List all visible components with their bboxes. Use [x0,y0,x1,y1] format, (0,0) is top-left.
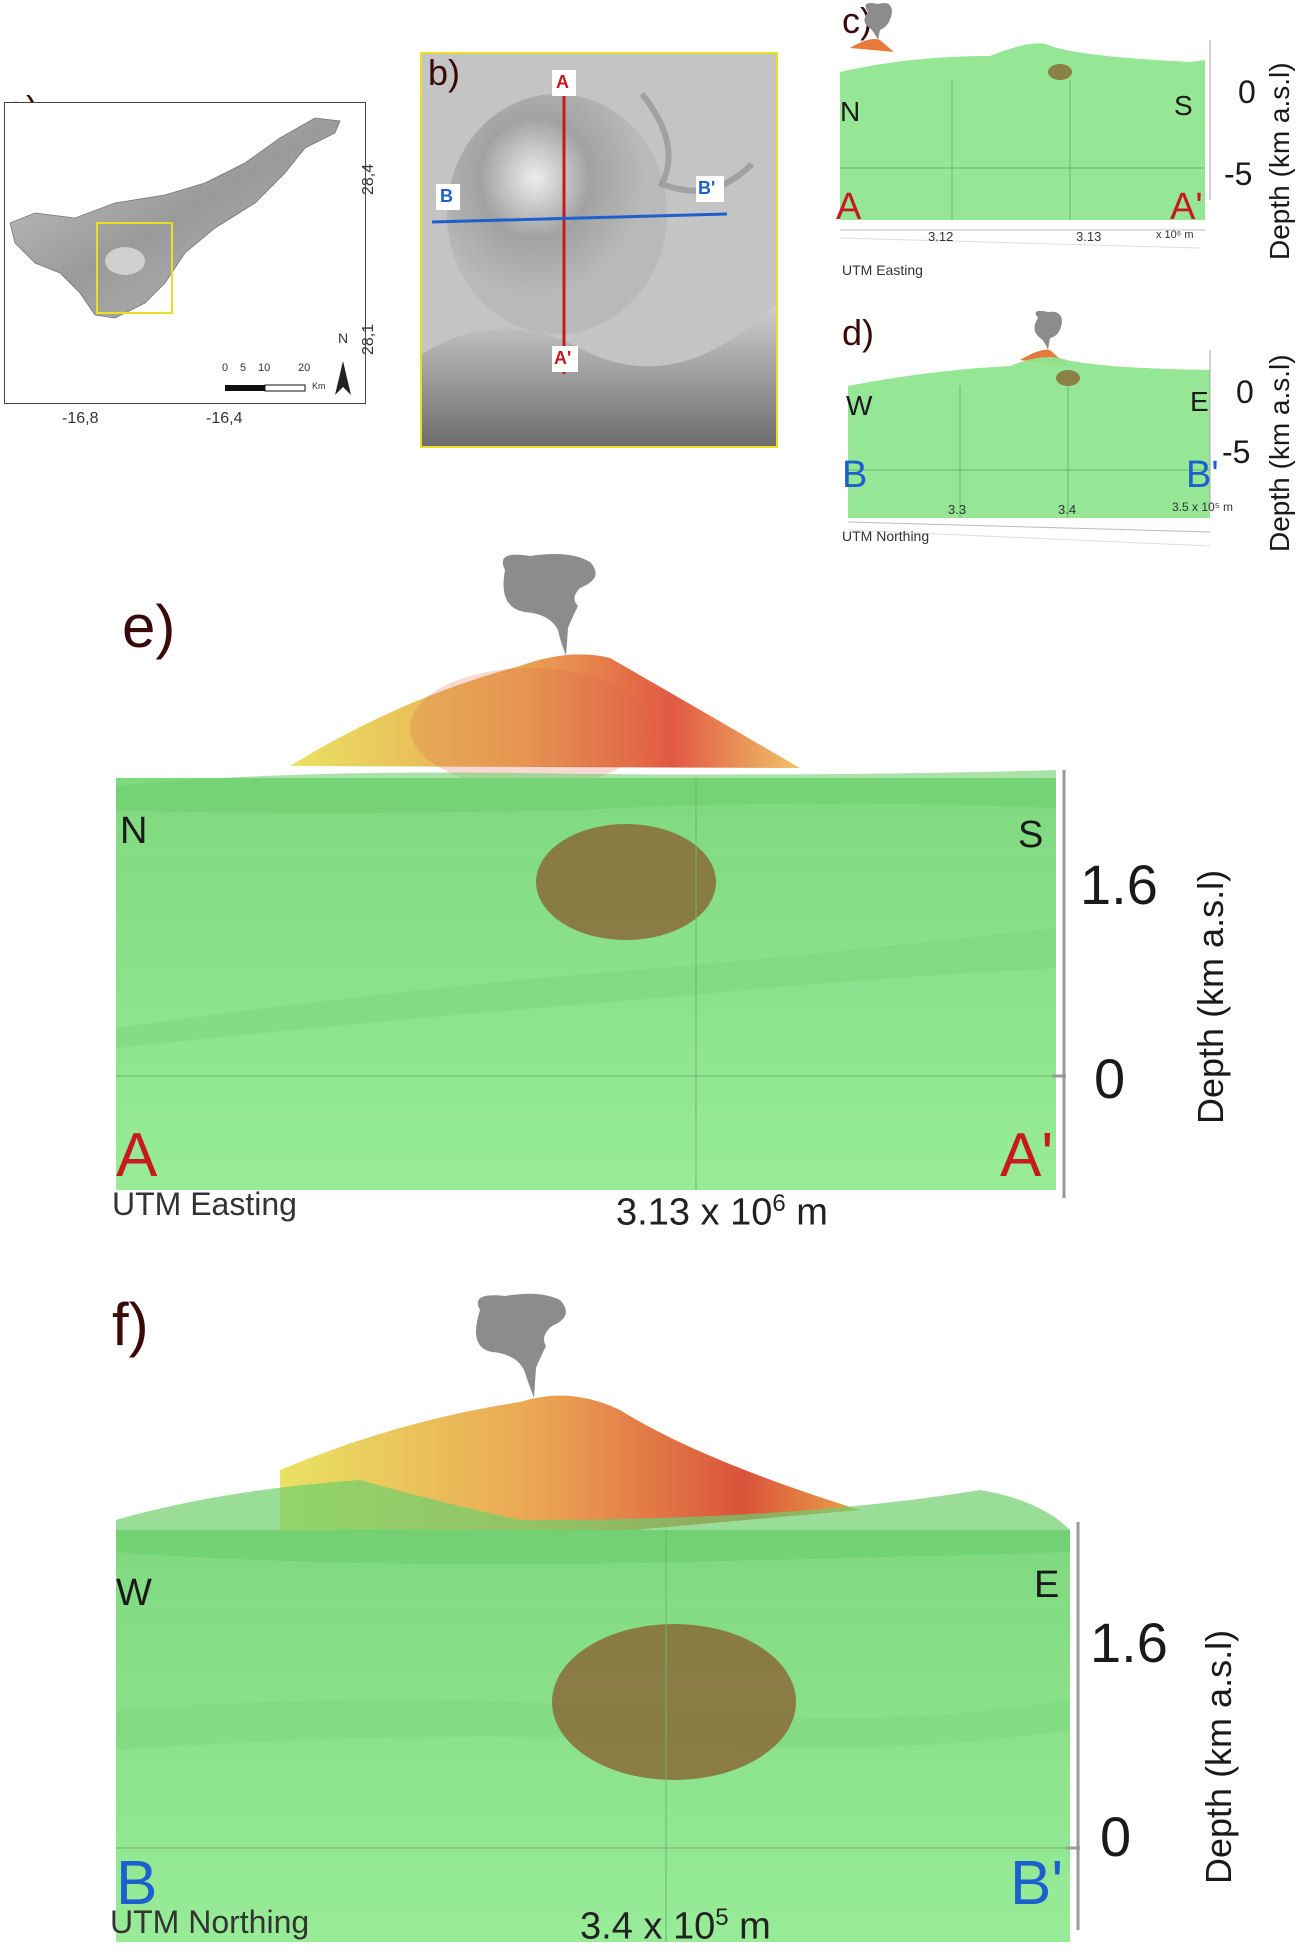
plume-d [1034,310,1062,350]
d-x-axis-title: UTM Northing [842,528,930,544]
d-y-tick-0: 0 [1236,374,1254,410]
e-x-axis-title: UTM Easting [112,1186,297,1222]
caldera-relief-map [422,54,776,446]
terrain-c [840,43,1205,221]
f-x-tick-base: 3.4 x 10 [580,1905,716,1948]
marker-a-prime: A' [554,348,572,368]
c-y-axis-title: Depth (km a.s.l) [1264,62,1295,260]
e-x-tick-exp: 6 [772,1190,786,1217]
scale-unit: Km [312,381,326,391]
anomaly-c [1048,64,1072,80]
f-y-tick-1-6: 1.6 [1090,1611,1168,1674]
d-end-right: B' [1186,454,1219,496]
d-dir-right: E [1190,386,1209,417]
marker-b-prime: B' [698,178,716,198]
f-dir-right: E [1034,1564,1060,1606]
d-x-tick-1: 3.3 [948,502,967,517]
d-dir-left: W [846,390,873,421]
c-dir-right: S [1174,90,1193,121]
island-shape [9,117,341,319]
f-y-axis-title: Depth (km a.s.l) [1198,1629,1239,1884]
north-label: N [338,330,349,346]
c-y-tick-0: 0 [1238,74,1256,110]
e-end-left: A [116,1121,158,1190]
f-end-left: B [116,1849,158,1918]
c-end-right: A' [1170,186,1203,228]
panel-b-label: b) [428,52,461,93]
study-area-box [96,222,173,314]
scale-tick-0: 0 [222,362,229,374]
e-x-tick-base: 3.13 x 10 [616,1191,773,1234]
e-dir-left: N [120,810,148,852]
lat-tick-28-4: 28,4 [360,163,377,195]
f-y-tick-0: 0 [1100,1805,1132,1868]
lon-tick-16-4: -16,4 [206,410,243,427]
d-x-tick-2: 3.4 [1058,502,1077,517]
panel-d-label: d) [842,312,875,353]
f-x-tick-unit: m [728,1905,771,1948]
section-c-view [839,3,1211,249]
anomaly-d [1056,370,1080,386]
e-end-right: A' [1000,1121,1054,1190]
d-y-tick-neg5: -5 [1222,434,1251,470]
scale-tick-10: 10 [258,362,271,374]
scale-tick-20: 20 [298,362,311,374]
e-dir-right: S [1018,814,1044,856]
c-x-tick-2: 3.13 [1076,229,1102,244]
tenerife-relief-map [9,117,351,395]
d-end-left: B [842,454,868,496]
f-x-tick-exp: 5 [715,1904,729,1931]
terrain-d [848,357,1210,518]
anomaly-f [552,1624,796,1780]
section-f-view [116,1293,1080,1942]
f-end-right: B' [1010,1849,1064,1918]
section-d-view [847,310,1211,547]
cone-e [290,654,800,768]
section-e-view [116,554,1066,1198]
lat-tick-28-1: 28,1 [360,323,377,355]
cone-c [850,39,894,52]
c-x-axis-title: UTM Easting [842,262,923,278]
c-x-unit: x 10⁶ m [1156,229,1194,241]
f-x-tick: 3.4 x 105 m [580,1904,771,1949]
e-x-tick: 3.13 x 106 m [616,1190,828,1235]
marker-b: B [440,186,453,206]
plume-c [864,3,892,40]
lon-tick-16-8: -16,8 [62,410,99,427]
anomaly-e [536,824,716,940]
plume-e [502,554,596,656]
c-dir-left: N [840,96,861,127]
d-y-axis-title: Depth (km a.s.l) [1264,354,1295,552]
section-b-line [431,212,728,224]
scale-tick-5: 5 [240,362,247,374]
c-y-tick-neg5: -5 [1224,156,1253,192]
panel-f-label: f) [112,1291,149,1358]
d-x-unit: 3.5 x 10⁵ m [1172,500,1234,514]
marker-a: A [556,72,569,92]
panel-e-label: e) [122,593,176,660]
panel-a-map-frame [4,102,366,404]
e-x-tick-unit: m [785,1191,828,1234]
f-x-axis-title: UTM Northing [110,1904,310,1940]
plume-f [476,1293,566,1398]
panel-b-map-frame [420,52,778,448]
c-x-tick-1: 3.12 [928,229,954,244]
north-arrow-icon [335,361,351,395]
e-y-tick-0: 0 [1094,1047,1126,1110]
f-dir-left: W [116,1572,152,1614]
e-y-axis-title: Depth (km a.s.l) [1190,869,1231,1124]
e-y-tick-1-6: 1.6 [1080,853,1158,916]
c-end-left: A [836,186,862,228]
